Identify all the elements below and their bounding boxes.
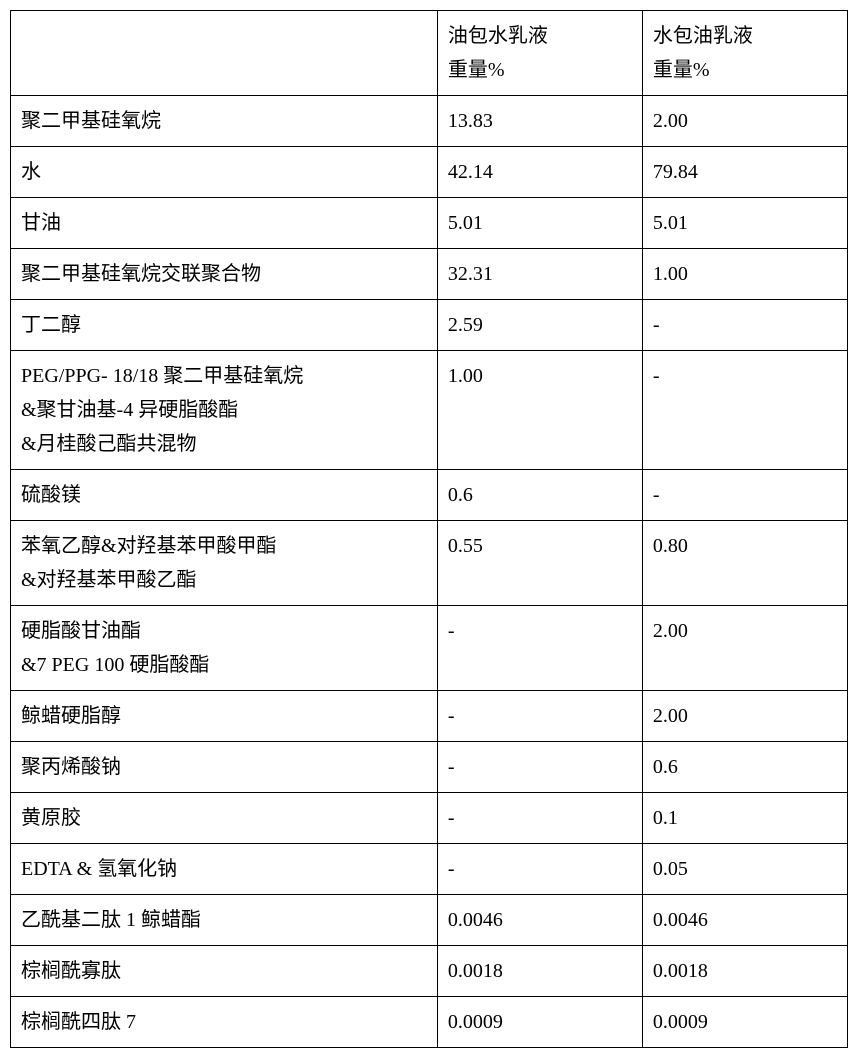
table-row: 乙酰基二肽 1 鲸蜡酯0.00460.0046	[11, 895, 848, 946]
ingredient-cell: 硬脂酸甘油酯&7 PEG 100 硬脂酸酯	[11, 606, 438, 691]
ingredient-cell: 硫酸镁	[11, 470, 438, 521]
value-cell-w-o: -	[437, 793, 642, 844]
ingredient-cell: 聚二甲基硅氧烷交联聚合物	[11, 249, 438, 300]
table-row: 硫酸镁0.6-	[11, 470, 848, 521]
ingredient-cell: 聚二甲基硅氧烷	[11, 96, 438, 147]
table-row: 棕榈酰寡肽0.00180.0018	[11, 946, 848, 997]
value-cell-o-w: 2.00	[642, 96, 847, 147]
formulation-table: 油包水乳液重量%水包油乳液重量%聚二甲基硅氧烷13.832.00水42.1479…	[10, 10, 848, 1048]
value-cell-w-o: 0.0018	[437, 946, 642, 997]
value-cell-w-o: -	[437, 844, 642, 895]
table-row: 棕榈酰四肽 70.00090.0009	[11, 997, 848, 1048]
value-cell-o-w: 2.00	[642, 691, 847, 742]
value-cell-o-w: 0.0009	[642, 997, 847, 1048]
ingredient-cell: 苯氧乙醇&对羟基苯甲酸甲酯&对羟基苯甲酸乙酯	[11, 521, 438, 606]
value-cell-w-o: 0.0046	[437, 895, 642, 946]
table-row: 鲸蜡硬脂醇-2.00	[11, 691, 848, 742]
value-cell-o-w: 79.84	[642, 147, 847, 198]
ingredient-cell: 甘油	[11, 198, 438, 249]
value-cell-o-w: -	[642, 470, 847, 521]
value-cell-o-w: 0.0046	[642, 895, 847, 946]
value-cell-w-o: 1.00	[437, 351, 642, 470]
value-cell-o-w: 0.0018	[642, 946, 847, 997]
ingredient-cell: 棕榈酰寡肽	[11, 946, 438, 997]
ingredient-cell: 黄原胶	[11, 793, 438, 844]
table-row: EDTA & 氢氧化钠-0.05	[11, 844, 848, 895]
ingredient-cell: 鲸蜡硬脂醇	[11, 691, 438, 742]
value-cell-o-w: -	[642, 300, 847, 351]
value-cell-o-w: 2.00	[642, 606, 847, 691]
value-cell-o-w: 5.01	[642, 198, 847, 249]
value-cell-o-w: 0.80	[642, 521, 847, 606]
value-cell-o-w: 0.6	[642, 742, 847, 793]
table-body: 油包水乳液重量%水包油乳液重量%聚二甲基硅氧烷13.832.00水42.1479…	[11, 11, 848, 1048]
ingredient-cell: 水	[11, 147, 438, 198]
ingredient-cell: PEG/PPG- 18/18 聚二甲基硅氧烷&聚甘油基-4 异硬脂酸酯&月桂酸己…	[11, 351, 438, 470]
value-cell-w-o: 32.31	[437, 249, 642, 300]
ingredient-cell: EDTA & 氢氧化钠	[11, 844, 438, 895]
value-cell-o-w: -	[642, 351, 847, 470]
value-cell-o-w: 0.1	[642, 793, 847, 844]
ingredient-cell: 丁二醇	[11, 300, 438, 351]
header-cell-o-w: 水包油乳液重量%	[642, 11, 847, 96]
value-cell-o-w: 1.00	[642, 249, 847, 300]
value-cell-w-o: -	[437, 742, 642, 793]
value-cell-w-o: -	[437, 691, 642, 742]
value-cell-w-o: 0.6	[437, 470, 642, 521]
value-cell-w-o: 0.55	[437, 521, 642, 606]
table-header-row: 油包水乳液重量%水包油乳液重量%	[11, 11, 848, 96]
value-cell-w-o: 0.0009	[437, 997, 642, 1048]
header-cell-w-o: 油包水乳液重量%	[437, 11, 642, 96]
value-cell-w-o: 5.01	[437, 198, 642, 249]
value-cell-o-w: 0.05	[642, 844, 847, 895]
table-row: 甘油5.015.01	[11, 198, 848, 249]
value-cell-w-o: 2.59	[437, 300, 642, 351]
table-row: 聚二甲基硅氧烷交联聚合物32.311.00	[11, 249, 848, 300]
value-cell-w-o: 42.14	[437, 147, 642, 198]
table-row: 苯氧乙醇&对羟基苯甲酸甲酯&对羟基苯甲酸乙酯0.550.80	[11, 521, 848, 606]
ingredient-cell: 聚丙烯酸钠	[11, 742, 438, 793]
table-row: 聚丙烯酸钠-0.6	[11, 742, 848, 793]
ingredient-cell: 棕榈酰四肽 7	[11, 997, 438, 1048]
value-cell-w-o: 13.83	[437, 96, 642, 147]
table-row: 水42.1479.84	[11, 147, 848, 198]
table-row: 丁二醇2.59-	[11, 300, 848, 351]
value-cell-w-o: -	[437, 606, 642, 691]
table-row: 硬脂酸甘油酯&7 PEG 100 硬脂酸酯-2.00	[11, 606, 848, 691]
ingredient-cell: 乙酰基二肽 1 鲸蜡酯	[11, 895, 438, 946]
table-row: PEG/PPG- 18/18 聚二甲基硅氧烷&聚甘油基-4 异硬脂酸酯&月桂酸己…	[11, 351, 848, 470]
table-row: 黄原胶-0.1	[11, 793, 848, 844]
table-row: 聚二甲基硅氧烷13.832.00	[11, 96, 848, 147]
header-cell-blank	[11, 11, 438, 96]
